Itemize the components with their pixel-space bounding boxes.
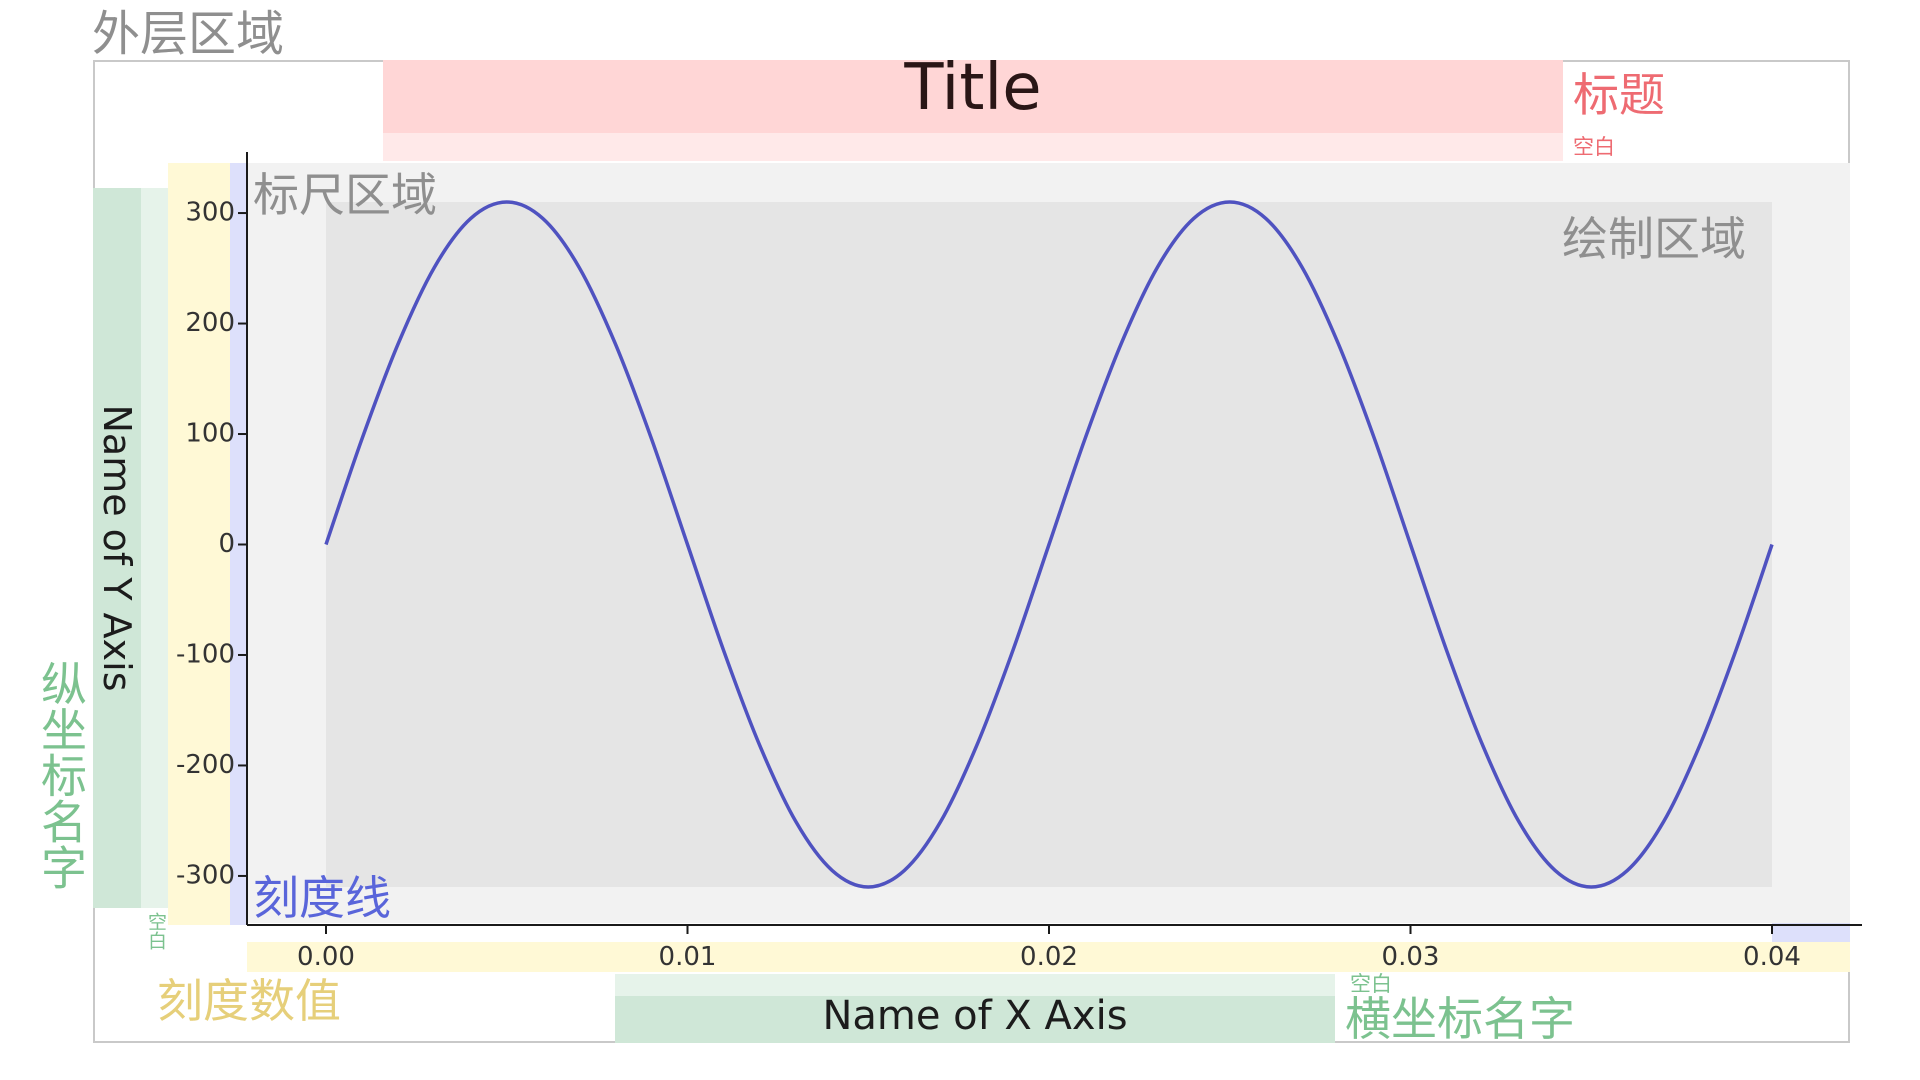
- y-tick-label: 0: [218, 529, 235, 559]
- y-tick-label: -200: [176, 750, 235, 780]
- x-tick-label: 0.03: [1382, 942, 1440, 972]
- tick-line-region-label: 刻度线: [253, 871, 391, 925]
- y-axis-name-region-label: 纵坐标名字: [34, 660, 88, 890]
- y-tick-label: -300: [176, 860, 235, 890]
- y-tick-label: 100: [185, 419, 235, 449]
- x-axis-gap-band: [615, 974, 1335, 996]
- title-gap-band: [383, 133, 1563, 161]
- x-tick-label: 0.02: [1020, 942, 1078, 972]
- x-tick-label: 0.01: [659, 942, 717, 972]
- x-ticks: 0.00 0.01 0.02 0.03 0.04: [297, 925, 1801, 972]
- y-tick-value-band: [168, 163, 230, 925]
- plot-region-label: 绘制区域: [1562, 212, 1746, 266]
- title-region-label: 标题: [1573, 68, 1665, 122]
- ruler-region-label: 标尺区域: [253, 168, 437, 222]
- x-tick-line-band: [1772, 923, 1850, 942]
- y-tick-label: 300: [185, 198, 235, 228]
- x-tick-label: 0.00: [297, 942, 355, 972]
- x-axis-name-band: [615, 996, 1335, 1043]
- y-ticks: 300 200 100 0 -100 -200 -300: [176, 198, 247, 890]
- title-gap-label: 空白: [1573, 135, 1615, 159]
- y-axis-gap-band: [141, 188, 168, 908]
- y-tick-label: 200: [185, 308, 235, 338]
- x-axis-gap-label: 空白: [1350, 972, 1392, 996]
- outer-region-label: 外层区域: [92, 6, 285, 62]
- tick-value-region-label: 刻度数值: [157, 974, 341, 1028]
- series-line: [324, 200, 1774, 889]
- y-tick-label: -100: [176, 639, 235, 669]
- y-axis-gap-label: 空白: [145, 912, 167, 950]
- title-band: [383, 60, 1563, 133]
- y-axis-name-band: [93, 188, 141, 908]
- chart-title: Title: [904, 51, 1042, 125]
- x-axis-name-region-label: 横坐标名字: [1345, 992, 1575, 1046]
- x-tick-label: 0.04: [1743, 942, 1801, 972]
- x-axis-title: Name of X Axis: [822, 993, 1128, 1039]
- x-tick-value-band: [247, 942, 1850, 972]
